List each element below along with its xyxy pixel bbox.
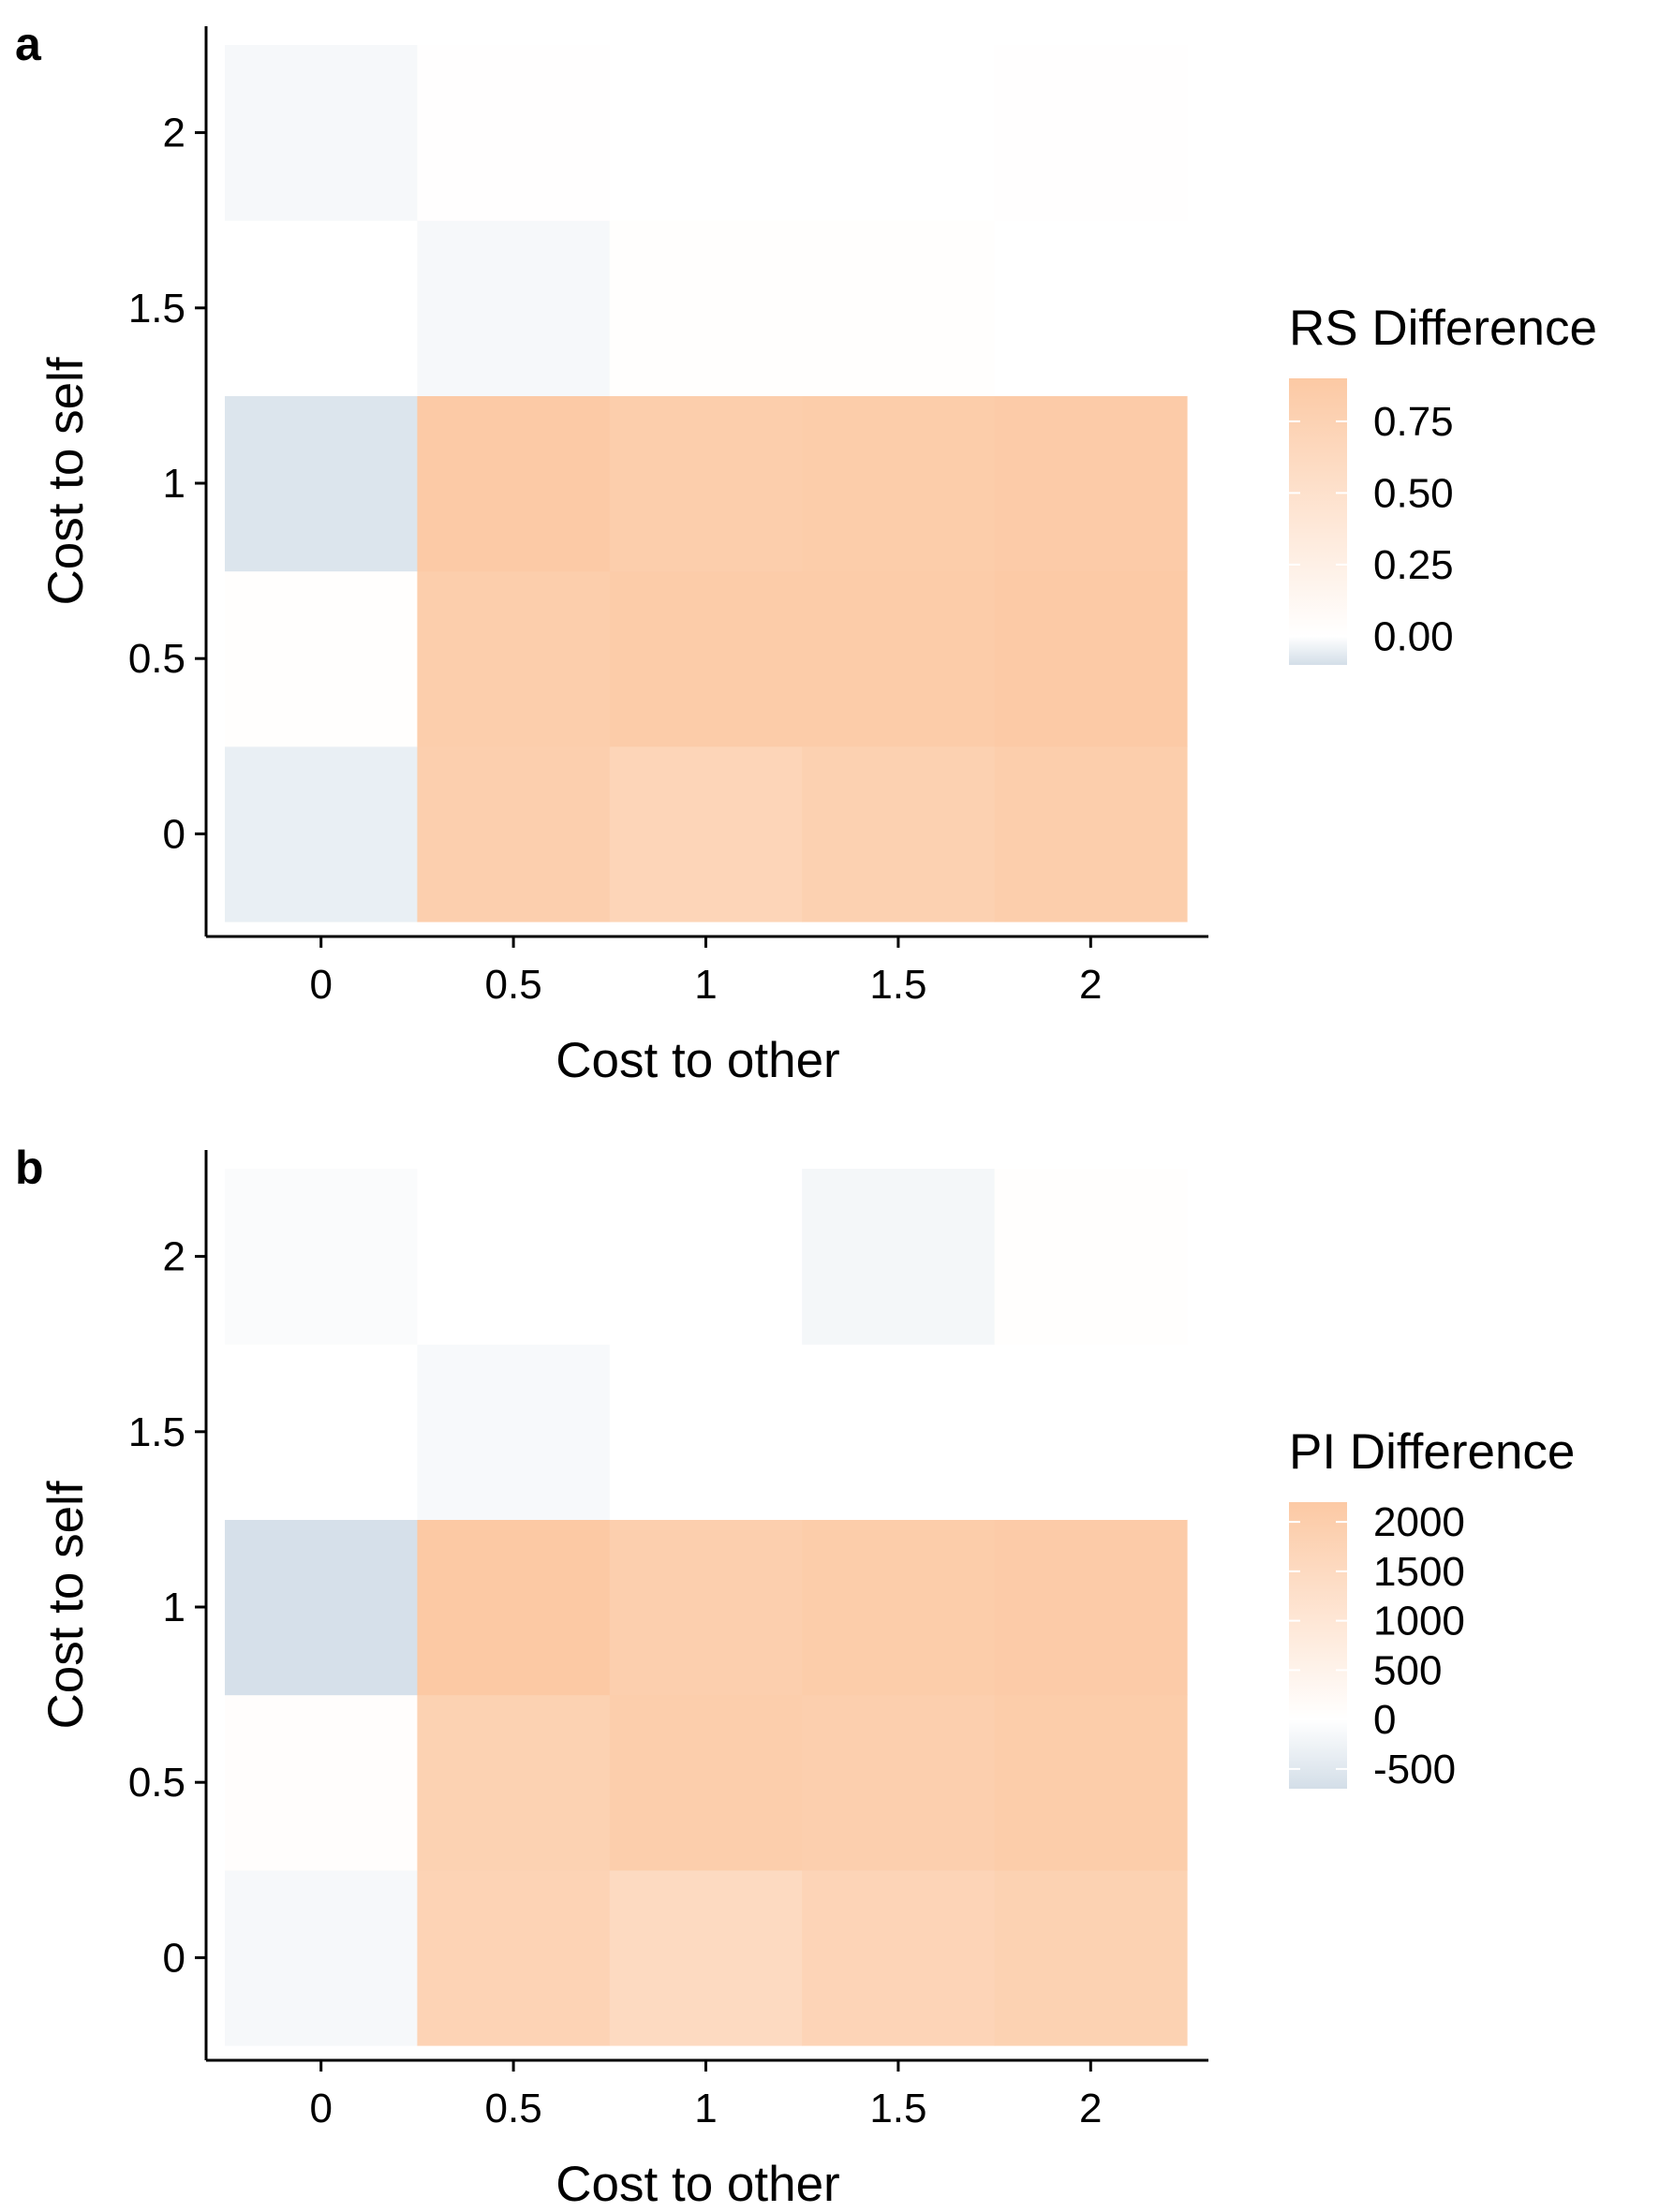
y-tick-label: 1.5	[128, 286, 185, 332]
legend-tick-label: 0.00	[1373, 613, 1454, 659]
heatmap-cell	[994, 1519, 1188, 1696]
x-tick-label: 2	[1079, 962, 1102, 1008]
heatmap-cell	[802, 570, 996, 747]
legend-title: PI Difference	[1289, 1424, 1575, 1480]
heatmap-cell	[609, 220, 803, 396]
legend-tick-label: 0.75	[1373, 399, 1454, 445]
heatmap-cell	[225, 1169, 418, 1345]
heatmap-cell	[417, 395, 611, 572]
heatmap-cell	[802, 1694, 996, 1871]
heatmap-cell	[994, 220, 1188, 396]
y-tick-label: 0.5	[128, 636, 185, 682]
heatmap-cell	[609, 1169, 803, 1345]
heatmap-cell	[609, 570, 803, 747]
heatmap-cell	[609, 1519, 803, 1696]
heatmap-cell	[417, 570, 611, 747]
x-tick-label: 0	[309, 962, 332, 1008]
heatmap-cell	[609, 1694, 803, 1871]
heatmap-cell	[802, 1169, 996, 1345]
heatmap-cell	[225, 1519, 418, 1696]
heatmap-cell	[417, 1169, 611, 1345]
heatmap-cell	[609, 395, 803, 572]
legend-title: RS Difference	[1289, 301, 1597, 356]
heatmap-cell	[417, 220, 611, 396]
heatmap-cell	[417, 1869, 611, 2046]
heatmap-cell	[609, 1869, 803, 2046]
heatmap-cell	[225, 45, 418, 221]
heatmap-cell	[994, 45, 1188, 221]
y-tick-label: 1.5	[128, 1409, 185, 1455]
legend-tick-label: -500	[1373, 1747, 1456, 1792]
x-tick-label: 1	[694, 962, 717, 1008]
x-tick-label: 0.5	[485, 2086, 542, 2131]
legend-tick-label: 0	[1373, 1697, 1396, 1743]
heatmap-cell	[802, 45, 996, 221]
legend-colorbar	[1289, 378, 1347, 665]
heatmap-cell	[609, 45, 803, 221]
heatmap-cell	[994, 1344, 1188, 1520]
y-tick-label: 0	[163, 811, 185, 857]
panel-label: a	[15, 18, 42, 70]
x-axis-title: Cost to other	[555, 1033, 839, 1088]
heatmap-cell	[609, 745, 803, 922]
heatmap-cell	[225, 1694, 418, 1871]
heatmap-cell	[994, 570, 1188, 747]
heatmap-cell	[609, 1344, 803, 1520]
heatmap-cell	[225, 745, 418, 922]
x-axis-title: Cost to other	[555, 2157, 839, 2212]
heatmap-cell	[994, 1694, 1188, 1871]
heatmap-cell	[994, 1869, 1188, 2046]
legend-tick-label: 1000	[1373, 1599, 1465, 1644]
y-tick-label: 2	[163, 1234, 185, 1280]
heatmap-cell	[417, 1344, 611, 1520]
heatmap-cell	[225, 1869, 418, 2046]
heatmap-cell	[802, 1519, 996, 1696]
x-tick-label: 0.5	[485, 962, 542, 1008]
heatmap-cell	[417, 45, 611, 221]
heatmap-cell	[802, 395, 996, 572]
heatmap-cell	[994, 1169, 1188, 1345]
y-tick-label: 1	[163, 1585, 185, 1630]
heatmap-cell	[417, 745, 611, 922]
legend-tick-label: 0.50	[1373, 470, 1454, 516]
legend-tick-label: 1500	[1373, 1549, 1465, 1595]
legend-colorbar	[1289, 1502, 1347, 1789]
heatmap-panel-a: a 0 0.5 1 1.5 2 0 0.5 1 1.5 2 Cost to other Cost to …	[15, 18, 1597, 1088]
heatmap-cell	[994, 395, 1188, 572]
panel-label: b	[15, 1142, 44, 1194]
heatmap-cell	[225, 220, 418, 396]
y-tick-label: 2	[163, 111, 185, 156]
legend-tick-label: 2000	[1373, 1499, 1465, 1545]
y-axis-title: Cost to self	[38, 357, 94, 605]
heatmap-panel-b: b 0 0.5 1 1.5 2 0 0.5 1 1.5 2 Cost to other Cost to …	[15, 1142, 1575, 2212]
heatmap-cell	[994, 745, 1188, 922]
heatmap-cell	[225, 570, 418, 747]
y-tick-label: 0.5	[128, 1760, 185, 1806]
heatmap-cell	[802, 1344, 996, 1520]
y-axis-title: Cost to self	[38, 1481, 94, 1729]
heatmap-cell	[225, 395, 418, 572]
heatmap-cell	[417, 1694, 611, 1871]
heatmap-cell	[802, 1869, 996, 2046]
x-tick-label: 1.5	[869, 2086, 926, 2131]
y-tick-label: 0	[163, 1935, 185, 1981]
legend-tick-label: 0.25	[1373, 542, 1454, 588]
heatmap-cell	[225, 1344, 418, 1520]
heatmap-cell	[417, 1519, 611, 1696]
legend-tick-label: 500	[1373, 1647, 1442, 1693]
y-tick-label: 1	[163, 461, 185, 507]
color-legend: RS Difference 0.75 0.50 0.25 0.00	[1289, 301, 1597, 665]
x-tick-label: 1	[694, 2086, 717, 2131]
x-tick-label: 1.5	[869, 962, 926, 1008]
heatmap-cell	[802, 220, 996, 396]
x-tick-label: 0	[309, 2086, 332, 2131]
heatmap-cell	[802, 745, 996, 922]
x-tick-label: 2	[1079, 2086, 1102, 2131]
